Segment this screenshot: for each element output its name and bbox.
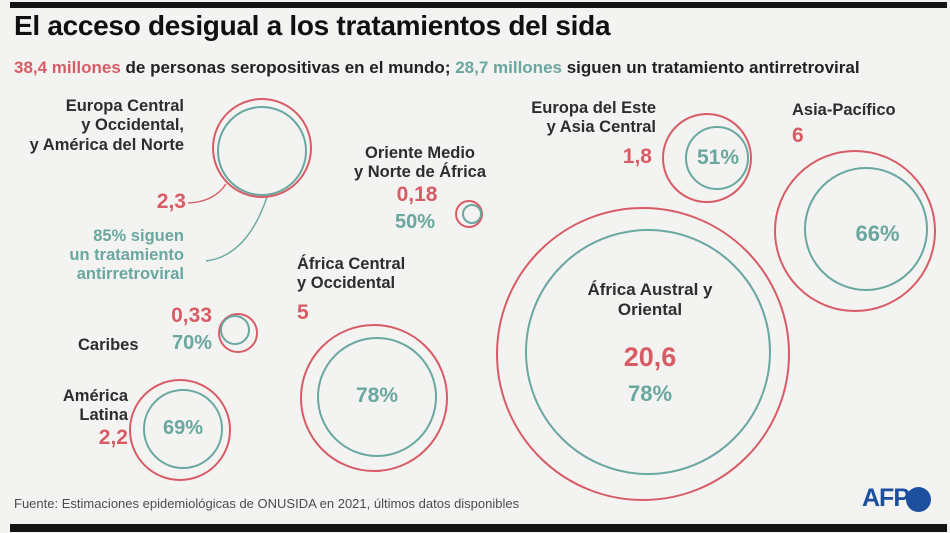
pct-america-latina: 69% xyxy=(162,417,204,439)
leader-line-treatment xyxy=(205,196,268,262)
region-label-oriente-medio: Oriente Medio y Norte de África xyxy=(344,144,496,183)
pct-africa-austral: 78% xyxy=(627,381,673,406)
subtitle-seropositive-count: 38,4 millones xyxy=(14,58,121,77)
region-label-caribes: Caribes xyxy=(78,336,148,355)
page-title: El acceso desigual a los tratamientos de… xyxy=(14,10,611,41)
region-label-africa-central: África Central y Occidental xyxy=(297,255,427,294)
top-rule xyxy=(10,2,947,8)
treatment-note-europa-central: 85% siguen un tratamiento antirretrovira… xyxy=(28,227,184,284)
region-label-america-latina: América Latina xyxy=(58,387,128,426)
pct-oriente-medio: 50% xyxy=(394,211,436,233)
region-label-europa-este: Europa del Este y Asia Central xyxy=(500,99,656,138)
circle-positive-europa-central xyxy=(212,98,312,198)
circle-treatment-europa-este xyxy=(685,126,749,190)
region-label-line: y Asia Central xyxy=(546,118,656,137)
region-label-europa-central: Europa Central y Occidental, y América d… xyxy=(16,97,184,155)
region-label-line: Oriente Medio xyxy=(364,144,475,162)
subtitle: 38,4 millones de personas seropositivas … xyxy=(14,58,860,78)
region-label-line: y Norte de África xyxy=(353,163,487,182)
source-note: Fuente: Estimaciones epidemiológicas de … xyxy=(14,496,520,511)
pct-europa-este: 51% xyxy=(696,146,740,169)
circle-treatment-africa-austral xyxy=(525,229,771,475)
afp-logo-dot-icon xyxy=(906,487,931,512)
circle-treatment-oriente-medio xyxy=(462,204,482,224)
value-africa-central: 5 xyxy=(297,301,309,324)
pct-caribes: 70% xyxy=(171,332,212,354)
value-asia-pacifico: 6 xyxy=(792,124,804,147)
value-europa-central: 2,3 xyxy=(156,190,186,213)
treatment-note-line: antirretroviral xyxy=(76,265,184,284)
region-label-line: y Occidental xyxy=(297,274,396,293)
region-label-line: Oriental xyxy=(617,300,683,320)
region-label-line: y Occidental, xyxy=(81,116,184,135)
region-label-line: Latina xyxy=(79,406,128,425)
region-label-line: Europa Central xyxy=(65,97,184,115)
region-label-line: y América del Norte xyxy=(29,135,184,154)
region-label-line: Asia-Pacífico xyxy=(792,101,896,119)
bottom-rule xyxy=(10,524,947,532)
value-africa-austral: 20,6 xyxy=(623,342,677,372)
region-label-line: Caribes xyxy=(78,336,139,354)
circle-positive-europa-este xyxy=(662,113,752,203)
circle-treatment-caribes xyxy=(220,315,250,345)
circle-positive-america-latina xyxy=(129,379,231,481)
pct-asia-pacifico: 66% xyxy=(855,221,900,246)
subtitle-text-1: de personas seropositivas en el mundo; xyxy=(120,58,456,77)
subtitle-treatment-count: 28,7 millones xyxy=(455,58,562,77)
region-label-line: América xyxy=(62,387,128,405)
treatment-note-line: un tratamiento xyxy=(69,246,184,265)
region-label-line: Europa del Este xyxy=(531,99,656,117)
circle-positive-caribes xyxy=(218,313,258,353)
leader-line-positive xyxy=(187,183,227,204)
region-label-line: África Central xyxy=(297,255,406,273)
circle-treatment-asia-pacifico xyxy=(804,167,928,291)
subtitle-text-2: siguen un tratamiento antirretroviral xyxy=(561,58,860,77)
circle-treatment-africa-central xyxy=(317,337,437,457)
treatment-note-line: 85% siguen xyxy=(93,227,184,245)
circle-positive-oriente-medio xyxy=(455,200,483,228)
region-label-line: África Austral y xyxy=(587,280,713,299)
value-america-latina: 2,2 xyxy=(98,426,128,449)
afp-logo: AFP xyxy=(862,484,910,512)
pct-africa-central: 78% xyxy=(355,384,399,407)
value-europa-este: 1,8 xyxy=(622,145,652,168)
region-label-asia-pacifico: Asia-Pacífico xyxy=(792,101,942,120)
region-label-africa-austral: África Austral y Oriental xyxy=(558,280,742,320)
value-caribes: 0,33 xyxy=(171,304,212,327)
value-oriente-medio: 0,18 xyxy=(396,183,438,206)
circle-positive-africa-central xyxy=(300,324,448,472)
circle-positive-asia-pacifico xyxy=(774,150,936,312)
circle-treatment-america-latina xyxy=(143,389,223,469)
circle-positive-africa-austral xyxy=(496,207,790,501)
circle-treatment-europa-central xyxy=(217,106,307,196)
